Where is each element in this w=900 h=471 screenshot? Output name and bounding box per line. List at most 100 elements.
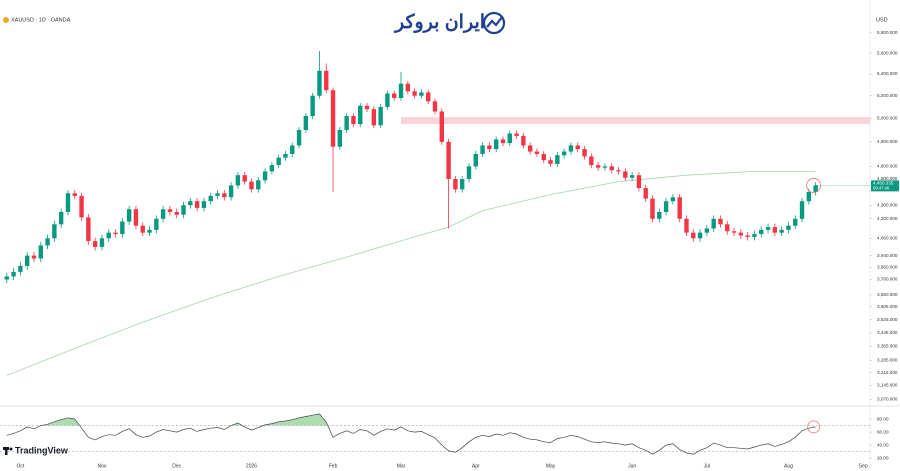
- candle-body: [779, 229, 784, 233]
- candle-body: [650, 198, 655, 219]
- candle-body: [643, 188, 648, 199]
- y-tick-label: 3,860.000: [877, 265, 898, 270]
- candle-body: [500, 139, 506, 144]
- candle-body: [663, 201, 669, 212]
- candle-body: [133, 209, 139, 226]
- candle-body: [24, 255, 30, 266]
- x-tick-label: Nov: [98, 463, 107, 469]
- y-tick-label: 5,600.000: [877, 50, 898, 55]
- x-tick-label: Sep: [859, 463, 868, 469]
- candle-body: [310, 95, 315, 117]
- candle-body: [466, 166, 472, 180]
- rsi-tick-label: 80.00: [877, 416, 889, 421]
- y-tick-label: 3,070.000: [877, 397, 898, 402]
- candle-body: [405, 83, 411, 92]
- candle-body: [11, 271, 16, 277]
- candle-body: [507, 133, 512, 144]
- x-tick-label: Dec: [172, 463, 181, 469]
- candle-body: [215, 193, 220, 196]
- candle-body: [595, 165, 601, 168]
- candle-body: [154, 218, 159, 230]
- rsi-tick-label: 60.00: [877, 429, 889, 434]
- candle-body: [276, 157, 281, 166]
- candle-body: [765, 227, 771, 230]
- candle-body: [582, 149, 587, 157]
- candle-body: [303, 116, 309, 130]
- candle-body: [786, 225, 791, 230]
- symbol-title: XAUUSD · 1D · OANDA: [11, 17, 71, 23]
- y-tick-label: 3,365.000: [877, 344, 898, 349]
- candle-body: [759, 229, 764, 235]
- candle-body: [772, 227, 778, 233]
- candle-body: [793, 218, 798, 226]
- y-tick-label: 4,300.000: [877, 202, 898, 207]
- candle-body: [602, 166, 608, 168]
- candle-body: [201, 201, 207, 208]
- candle-body: [493, 139, 499, 150]
- logo-icon: [482, 11, 506, 35]
- rsi-tick-label: 20.00: [877, 455, 889, 460]
- candle-body: [697, 232, 703, 239]
- candle-body: [616, 170, 621, 172]
- candle-body: [113, 232, 118, 235]
- candle-body: [344, 116, 349, 130]
- x-tick-label: Jun: [628, 463, 636, 469]
- candle-body: [752, 234, 757, 237]
- moving-average: [6, 171, 816, 376]
- y-tick-label: 5,800.000: [877, 30, 898, 35]
- candle-body: [459, 179, 465, 190]
- candle-body: [337, 129, 343, 147]
- candle-body: [725, 224, 730, 232]
- candle-body: [541, 153, 546, 161]
- resistance-zone: [401, 117, 870, 125]
- candle-body: [629, 175, 635, 178]
- candle-body: [208, 195, 213, 202]
- candle-body: [18, 265, 23, 272]
- candle-body: [256, 180, 261, 190]
- candle-body: [385, 93, 390, 107]
- candle-body: [351, 116, 356, 125]
- y-tick-label: 3,605.000: [877, 304, 898, 309]
- candle-body: [398, 83, 404, 98]
- y-tick-label: 4,200.000: [877, 216, 898, 221]
- candle-body: [126, 209, 132, 222]
- candle-body: [174, 211, 179, 215]
- x-tick-label: May: [546, 463, 556, 469]
- candle-body: [636, 175, 642, 189]
- x-tick-label: Feb: [329, 463, 338, 469]
- highlight-circle: [806, 178, 822, 193]
- candle-body: [480, 145, 485, 154]
- y-tick-label: 4,800.000: [877, 139, 898, 144]
- candle-body: [79, 195, 84, 218]
- candle-body: [330, 90, 336, 147]
- candle-body: [426, 92, 431, 102]
- candle-body: [242, 175, 247, 182]
- symbol-icon: [3, 17, 9, 23]
- y-tick-label: 4,500.000: [877, 176, 898, 181]
- last-price-box: [871, 180, 899, 192]
- candle-body: [412, 91, 417, 96]
- candle-body: [691, 232, 696, 239]
- candle-body: [160, 209, 166, 219]
- candle-body: [283, 153, 288, 158]
- rsi-tick-label: 40.00: [877, 442, 889, 447]
- candle-body: [106, 232, 111, 239]
- currency: USD: [876, 17, 888, 23]
- last-price-label: 4,450.335: [873, 181, 894, 186]
- candle-body: [4, 276, 9, 280]
- candle-body: [296, 129, 302, 146]
- candle-body: [670, 197, 676, 202]
- candle-body: [324, 70, 329, 91]
- candle-body: [561, 151, 567, 156]
- y-tick-label: 3,215.000: [877, 370, 898, 375]
- x-tick-label: Oct: [17, 463, 25, 469]
- candle-body: [147, 229, 152, 233]
- candle-body: [269, 165, 275, 172]
- y-tick-label: 3,525.000: [877, 317, 898, 322]
- candle-body: [568, 145, 574, 152]
- y-tick-label: 3,145.000: [877, 383, 898, 388]
- x-tick-label: Mar: [397, 463, 406, 469]
- candle-body: [623, 171, 628, 178]
- candle-body: [262, 171, 268, 181]
